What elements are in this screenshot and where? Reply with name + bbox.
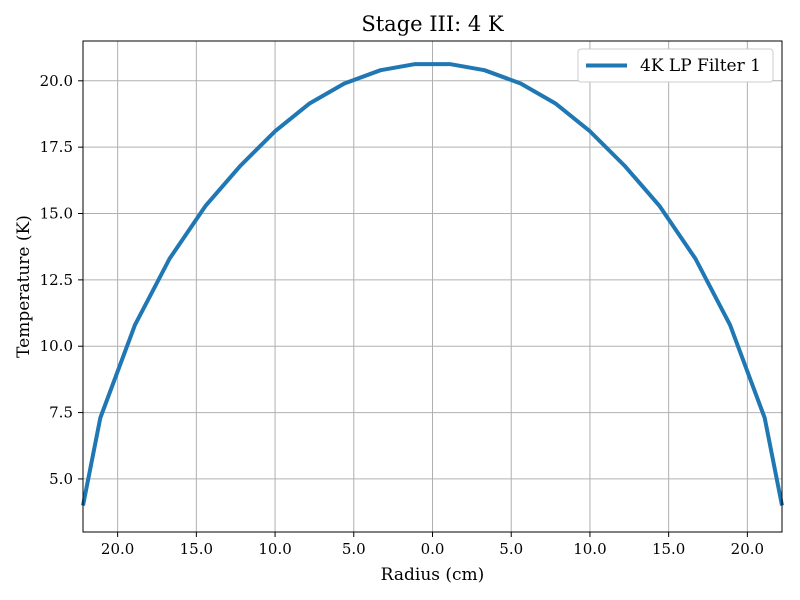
x-tick-label: 10.0 (258, 540, 291, 558)
x-tick-label: 5.0 (499, 540, 523, 558)
y-axis-label: Temperature (K) (14, 215, 34, 358)
y-tick-label: 20.0 (40, 72, 73, 90)
y-tick-label: 12.5 (40, 271, 73, 289)
x-tick-label: 0.0 (421, 540, 445, 558)
y-tick-label: 10.0 (40, 337, 73, 355)
x-tick-label: 20.0 (731, 540, 764, 558)
legend-box (577, 48, 774, 83)
y-tick-label: 7.5 (49, 404, 73, 422)
series-layer (81, 62, 784, 506)
chart-title: Stage III: 4 K (361, 12, 504, 36)
legend: 4K LP Filter 1 (577, 48, 774, 83)
y-tick-label: 5.0 (49, 470, 73, 488)
x-tick-label: 20.0 (101, 540, 134, 558)
series-line (81, 62, 784, 506)
ticks: 20.0 15.0 10.0 5.0 0.0 5.0 10.0 15.0 20.0 5.0 7.5 1… (40, 72, 764, 558)
x-tick-label: 15.0 (652, 540, 685, 558)
x-tick-label: 10.0 (573, 540, 606, 558)
x-axis-label: Radius (cm) (381, 565, 485, 585)
y-tick-label: 15.0 (40, 205, 73, 223)
x-tick-label: 5.0 (342, 540, 366, 558)
legend-label: 4K LP Filter 1 (640, 56, 761, 76)
y-tick-label: 17.5 (40, 138, 73, 156)
x-tick-label: 15.0 (180, 540, 213, 558)
